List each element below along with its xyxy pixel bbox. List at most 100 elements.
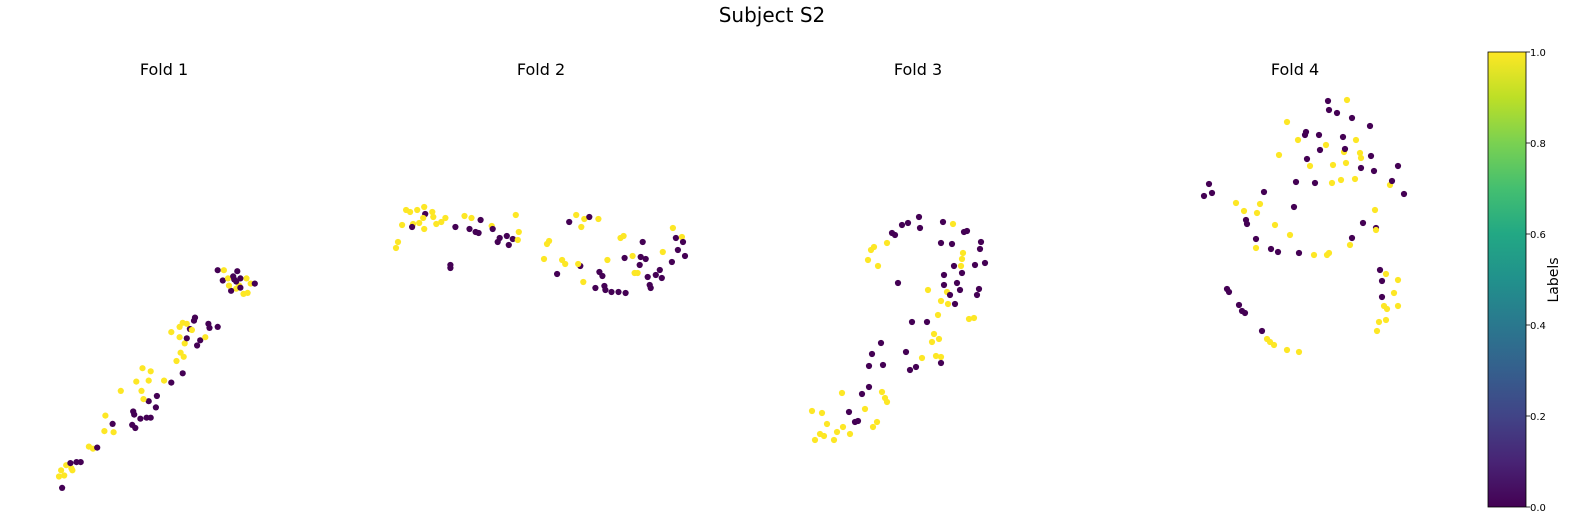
scatter-point: [1315, 131, 1323, 139]
scatter-point: [1274, 248, 1282, 256]
scatter-point: [206, 324, 213, 331]
scatter-point: [637, 253, 644, 261]
panel-title: Fold 4: [1271, 60, 1319, 79]
scatter-point: [981, 259, 989, 267]
scatter-point: [672, 234, 680, 242]
scatter-point: [442, 214, 449, 222]
scatter-point: [183, 335, 190, 342]
scatter-point: [602, 286, 609, 294]
scatter-point: [1329, 161, 1337, 169]
scatter-point: [438, 218, 445, 226]
scatter-point: [1295, 348, 1303, 356]
scatter-point: [846, 430, 854, 438]
scatter-point: [877, 339, 885, 347]
scatter-point: [586, 213, 593, 221]
scatter-point: [940, 281, 948, 289]
scatter-point: [1256, 200, 1264, 208]
scatter-point: [1270, 341, 1278, 349]
scatter-point: [131, 411, 138, 418]
scatter-point: [1376, 266, 1384, 274]
scatter-point: [214, 323, 221, 330]
scatter-point: [1252, 235, 1260, 243]
scatter-point: [234, 268, 241, 275]
scatter-point: [963, 227, 971, 235]
scatter-point: [642, 255, 649, 263]
scatter-point: [820, 432, 828, 440]
scatter-point: [1235, 301, 1243, 309]
scatter-point: [622, 289, 629, 297]
scatter-point: [928, 338, 936, 346]
scatter-point: [409, 223, 416, 231]
scatter-point: [578, 223, 585, 231]
scatter-point: [197, 337, 204, 344]
scatter-point: [939, 218, 947, 226]
scatter-point: [973, 291, 981, 299]
scatter-point: [503, 232, 510, 240]
scatter-point: [870, 243, 878, 251]
panel-title: Fold 3: [894, 60, 942, 79]
scatter-point: [573, 211, 580, 219]
scatter-point: [1341, 145, 1349, 153]
scatter-point: [1240, 207, 1248, 215]
scatter-point: [392, 244, 400, 252]
scatter-point: [176, 323, 183, 330]
scatter-point: [1382, 316, 1390, 324]
scatter-point: [1333, 109, 1341, 117]
fold-panel-3: Fold 3: [808, 60, 989, 444]
scatter-point: [865, 383, 873, 391]
scatter-point: [838, 389, 846, 397]
scatter-point: [244, 289, 251, 296]
scatter-point: [977, 238, 985, 246]
scatter-point: [891, 231, 899, 239]
scatter-point: [879, 361, 887, 369]
scatter-point: [179, 370, 186, 377]
scatter-point: [94, 444, 101, 451]
scatter-point: [147, 368, 154, 375]
scatter-point: [1352, 136, 1360, 144]
scatter-point: [1258, 327, 1266, 335]
scatter-point: [1302, 128, 1310, 136]
scatter-point: [67, 460, 74, 467]
scatter-point: [147, 414, 154, 421]
colorbar-tick-label: 0.0: [1530, 503, 1546, 514]
scatter-point: [109, 420, 116, 427]
scatter-point: [161, 377, 168, 384]
scatter-point: [878, 388, 886, 396]
scatter-point: [1324, 97, 1332, 105]
scatter-point: [225, 282, 233, 289]
colorbar-ticks: 0.0 0.2 0.4 0.6 0.8 1.0: [1526, 48, 1546, 514]
scatter-point: [923, 318, 931, 326]
scatter-point: [811, 436, 819, 444]
scatter-point: [1283, 118, 1291, 126]
scatter-point: [512, 211, 519, 219]
scatter-point: [918, 354, 926, 362]
scatter-point: [644, 273, 651, 281]
scatter-point: [1275, 151, 1283, 159]
scatter-point: [1372, 226, 1380, 234]
scatter-point: [965, 315, 973, 323]
scatter-point: [595, 215, 602, 223]
scatter-point: [176, 334, 183, 341]
scatter-point: [681, 252, 689, 260]
scatter-point: [477, 216, 484, 224]
scatter-point: [1383, 305, 1391, 313]
scatter-point: [1342, 159, 1350, 167]
scatter-point: [976, 245, 984, 253]
scatter-point: [937, 297, 945, 305]
scatter-point: [77, 459, 84, 466]
colorbar-tick-label: 1.0: [1530, 48, 1546, 59]
scatter-point: [466, 225, 473, 233]
scatter-point: [1290, 203, 1298, 211]
scatter-point: [937, 359, 945, 367]
scatter-point: [1260, 188, 1268, 196]
scatter-point: [1351, 175, 1359, 183]
scatter-point: [924, 286, 932, 294]
scatter-point: [1243, 220, 1251, 228]
colorbar-gradient: [1487, 51, 1527, 508]
scatter-point: [566, 218, 573, 226]
scatter-point: [433, 220, 440, 228]
scatter-point: [830, 436, 838, 444]
scatter-point: [509, 235, 516, 243]
scatter-point: [1311, 179, 1319, 187]
scatter-point: [224, 275, 232, 282]
